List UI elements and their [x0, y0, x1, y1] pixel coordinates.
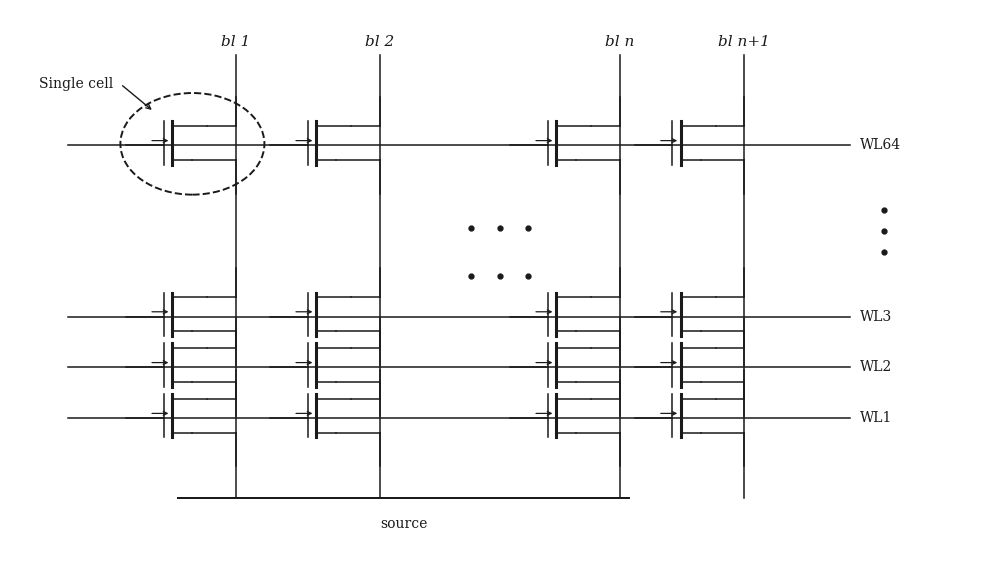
Text: Single cell: Single cell: [39, 77, 113, 91]
Text: bl 2: bl 2: [365, 35, 394, 49]
Text: WL64: WL64: [860, 138, 901, 152]
Text: WL2: WL2: [860, 360, 892, 374]
Text: bl n+1: bl n+1: [718, 35, 770, 49]
Text: bl 1: bl 1: [221, 35, 250, 49]
Text: bl n: bl n: [605, 35, 634, 49]
Text: source: source: [380, 517, 427, 531]
Text: WL3: WL3: [860, 310, 892, 324]
Text: WL1: WL1: [860, 411, 892, 425]
